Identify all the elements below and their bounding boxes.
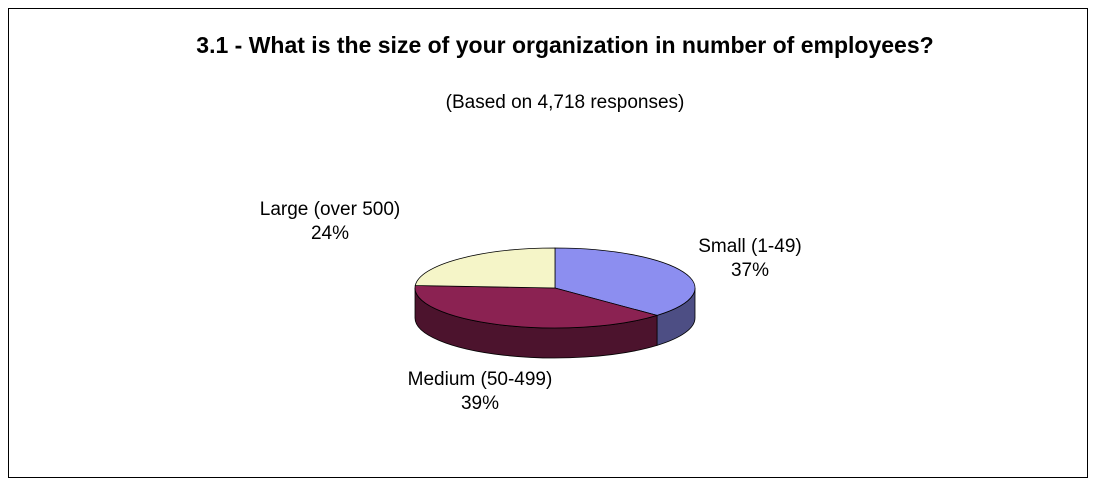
chart-title: 3.1 - What is the size of your organizat… xyxy=(196,32,934,58)
chart: Small (1-49) 37% Medium (50-499) 39% Large (… xyxy=(260,199,802,414)
pie-slice xyxy=(414,285,659,329)
pie-slice xyxy=(414,247,556,289)
slice-label: Large (over 500) xyxy=(260,199,400,220)
slice-value-label: 39% xyxy=(461,393,499,414)
slice-label: Medium (50-499) xyxy=(408,369,553,390)
chart-subtitle: (Based on 4,718 responses) xyxy=(445,92,685,113)
pie-slice xyxy=(554,247,696,316)
slice-value-label: 37% xyxy=(731,260,769,281)
slice-label: Small (1-49) xyxy=(698,236,801,257)
page: {"chart_data": {"type": "pie", "title": … xyxy=(8,8,1088,478)
slice-value-label: 24% xyxy=(311,223,349,244)
